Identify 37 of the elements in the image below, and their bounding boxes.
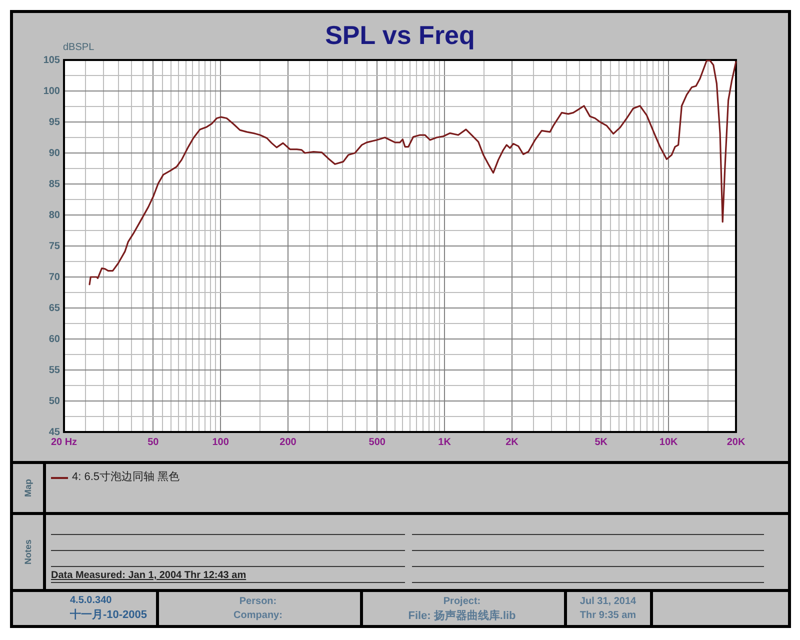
legend-label: 4: 6.5寸泡边同轴 黑色: [72, 471, 180, 484]
chart-title: SPL vs Freq: [325, 20, 475, 50]
x-tick-label: 10K: [659, 436, 679, 448]
text: 4.5.0.340: [70, 595, 112, 607]
y-tick-label: 90: [48, 148, 60, 159]
y-tick-label: 100: [43, 86, 60, 97]
y-tick-label: 60: [48, 334, 60, 345]
x-tick-label: 100: [212, 436, 230, 448]
x-tick-label: 20K: [726, 436, 746, 448]
x-tick-label: 2K: [506, 436, 520, 448]
y-tick-label: 65: [48, 302, 60, 314]
text: 十一月-10-2005: [70, 609, 148, 621]
text: Jul 31, 2014: [580, 596, 636, 608]
y-tick-label: 105: [43, 54, 60, 66]
y-axis-title: dBSPL: [63, 42, 94, 54]
text: Map: [22, 479, 34, 497]
text: Company:: [234, 610, 282, 622]
text: Data Measured: Jan 1, 2004 Thr 12:43 am: [51, 570, 246, 582]
x-tick-label: 50: [148, 436, 160, 448]
text: Project:: [443, 596, 481, 608]
x-tick-label: 200: [280, 436, 297, 448]
y-tick-label: 80: [48, 210, 60, 221]
y-tick-label: 45: [48, 426, 60, 438]
y-tick-label: 85: [48, 178, 60, 190]
y-tick-label: 70: [48, 272, 60, 283]
text: Notes: [22, 539, 34, 565]
y-tick-label: 75: [48, 240, 60, 252]
x-tick-label: 20 Hz: [50, 436, 78, 448]
text: Person:: [239, 596, 277, 608]
x-tick-label: 5K: [594, 436, 608, 448]
x-tick-label: 500: [368, 436, 386, 448]
y-tick-label: 50: [48, 396, 60, 407]
x-tick-label: 1K: [438, 436, 452, 448]
text: Thr 9:35 am: [580, 610, 636, 622]
y-tick-label: 95: [48, 116, 60, 128]
y-tick-label: 55: [48, 364, 60, 376]
text: File: 扬声器曲线库.lib: [408, 610, 516, 622]
